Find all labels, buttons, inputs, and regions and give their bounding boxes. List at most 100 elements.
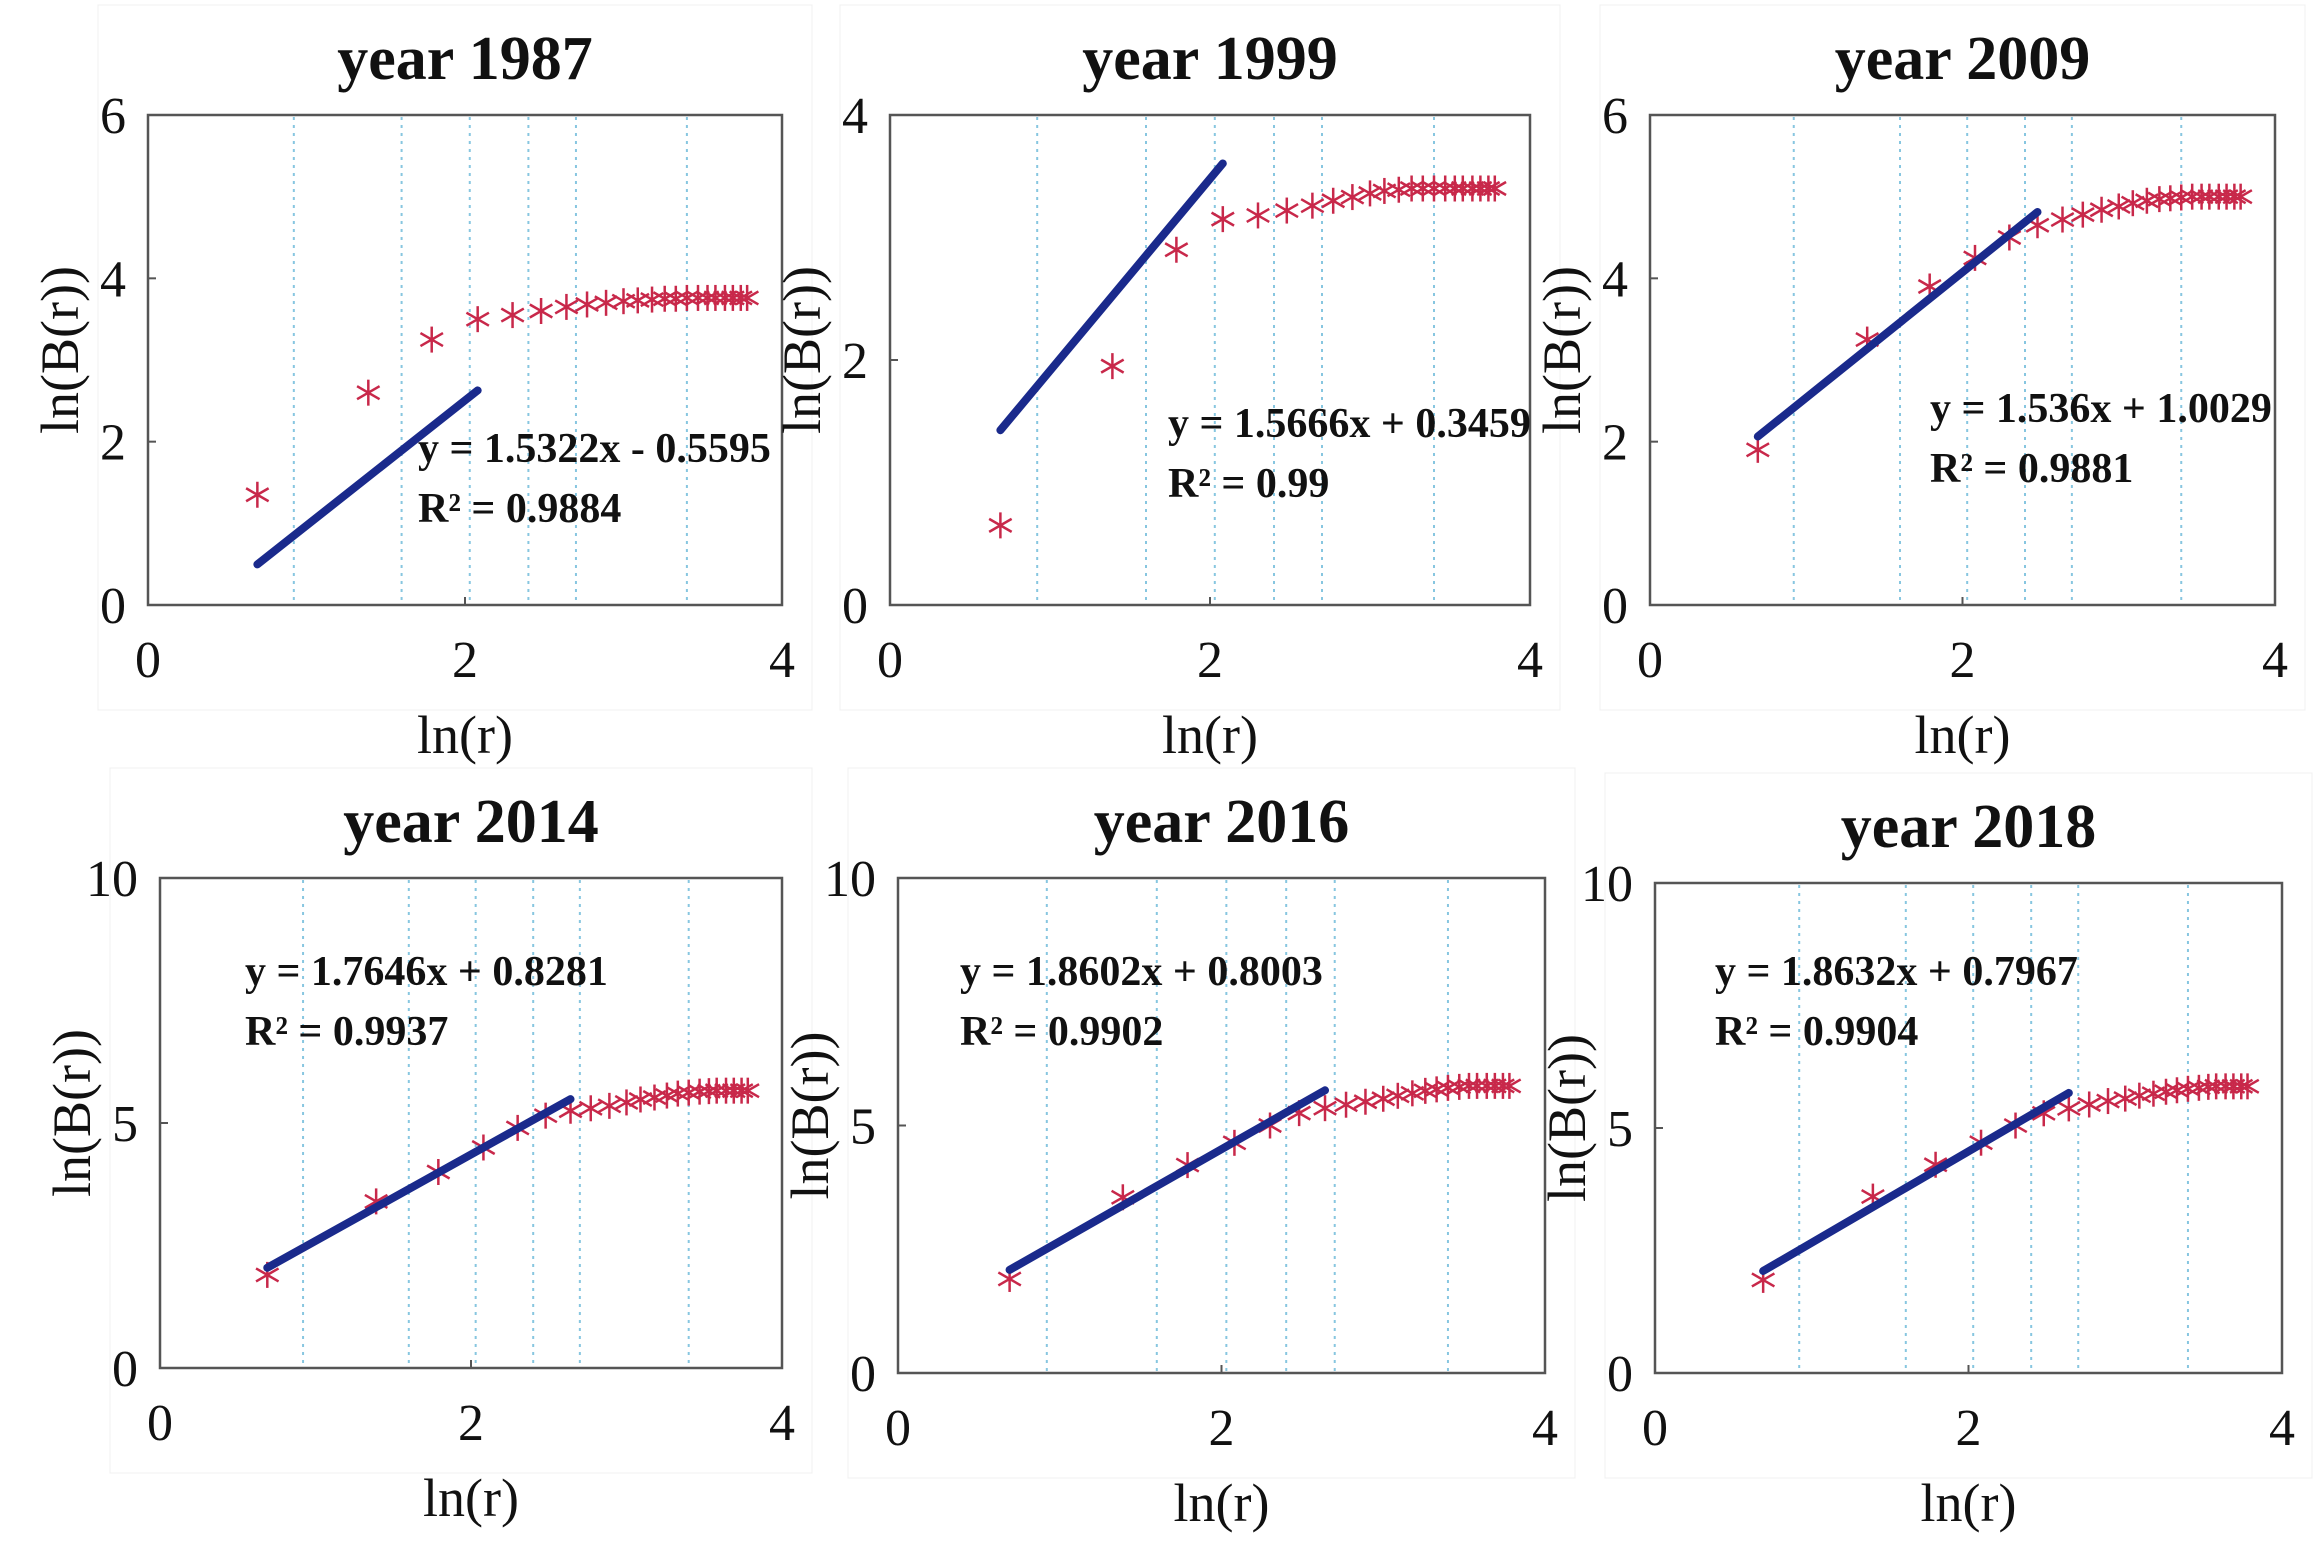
data-point: [2106, 193, 2131, 220]
data-point: [1497, 1072, 1522, 1099]
data-point: [1100, 353, 1125, 380]
regression-equation: y = 1.8632x + 0.7967: [1715, 949, 2078, 995]
chart-title: year 2014: [343, 788, 598, 856]
data-point: [1399, 175, 1424, 202]
y-axis-label: ln(B(r)): [780, 1032, 840, 1200]
regression-equation: y = 1.8602x + 0.8003: [960, 949, 1323, 995]
y-tick-label: 5: [850, 1099, 876, 1156]
y-axis-label: ln(B(r)): [772, 266, 832, 434]
x-axis-label: ln(r): [1921, 1473, 2017, 1533]
x-tick-label: 2: [452, 632, 478, 689]
y-tick-label: 2: [1602, 415, 1628, 472]
y-tick-label: 4: [1602, 251, 1628, 308]
data-point: [1300, 192, 1325, 219]
data-point: [1465, 1072, 1489, 1099]
plot-area: [146, 113, 784, 607]
x-tick-label: 2: [1197, 632, 1223, 689]
x-axis-label: ln(r): [1162, 705, 1258, 765]
data-point: [1210, 206, 1235, 233]
y-tick-label: 0: [100, 578, 126, 635]
x-tick-label: 0: [885, 1400, 911, 1457]
data-point: [419, 326, 444, 353]
y-tick-label: 5: [112, 1096, 138, 1153]
y-axis-label: ln(B(r)): [30, 266, 90, 434]
chart-panel: 0 2 4 0 5 10 year 2016 ln(r) ln(B(r)) y = 1.8602x…: [780, 767, 1576, 1533]
chart-title: year 1987: [337, 25, 592, 93]
x-tick-label: 0: [135, 632, 161, 689]
data-point: [1450, 175, 1475, 202]
regression-equation: y = 1.7646x + 0.8281: [245, 949, 608, 995]
chart-title: year 2016: [1094, 788, 1349, 856]
y-axis-label: ln(B(r)): [1532, 266, 1592, 434]
x-tick-label: 4: [1532, 1400, 1558, 1457]
r-squared: R² = 0.9937: [245, 1009, 448, 1055]
data-point: [1410, 175, 1435, 202]
data-point: [2147, 186, 2172, 213]
y-tick-label: 6: [100, 88, 126, 145]
data-point: [2222, 183, 2247, 210]
data-point: [2056, 1095, 2081, 1122]
r-squared: R² = 0.9902: [960, 1009, 1163, 1055]
x-tick-label: 2: [1956, 1400, 1982, 1457]
r-squared: R² = 0.99: [1168, 461, 1329, 507]
regression-equation: y = 1.5666x + 0.3459: [1168, 401, 1531, 447]
x-tick-label: 0: [877, 632, 903, 689]
fit-line: [996, 159, 1227, 435]
data-point: [614, 1089, 639, 1116]
y-tick-label: 0: [850, 1346, 876, 1403]
data-point: [1334, 1091, 1358, 1118]
y-axis-label: ln(B(r)): [42, 1029, 102, 1197]
data-point: [663, 285, 688, 312]
data-point: [1422, 175, 1446, 202]
y-axis-label: ln(B(r)): [1537, 1034, 1597, 1202]
x-tick-label: 4: [2262, 632, 2288, 689]
y-tick-label: 10: [86, 851, 138, 908]
regression-equation: y = 1.536x + 1.0029: [1930, 386, 2272, 432]
x-tick-label: 4: [2269, 1400, 2295, 1457]
data-point: [2120, 190, 2145, 217]
y-tick-label: 4: [100, 251, 126, 308]
data-point: [356, 379, 381, 406]
fit-line: [1759, 1088, 2073, 1275]
fit-line: [253, 386, 482, 569]
y-tick-label: 0: [1602, 578, 1628, 635]
x-axis-label: ln(r): [1915, 705, 2011, 765]
data-point: [1246, 202, 1270, 229]
y-tick-label: 5: [1607, 1101, 1633, 1158]
data-point: [1340, 184, 1365, 211]
y-tick-label: 0: [1607, 1346, 1633, 1403]
x-tick-label: 2: [1209, 1400, 1235, 1457]
r-squared: R² = 0.9884: [418, 486, 621, 532]
data-point: [465, 306, 490, 333]
x-tick-label: 0: [1637, 632, 1663, 689]
r-squared: R² = 0.9881: [1930, 446, 2133, 492]
data-point: [1433, 175, 1458, 202]
x-tick-label: 0: [1642, 1400, 1668, 1457]
data-point: [735, 1077, 760, 1104]
data-point: [1358, 180, 1382, 207]
y-tick-label: 2: [842, 333, 868, 390]
x-tick-label: 0: [147, 1395, 173, 1452]
x-tick-label: 4: [769, 1395, 795, 1452]
data-point: [529, 298, 553, 324]
data-point: [675, 284, 699, 311]
data-point: [554, 293, 579, 320]
chart-panel: 0 2 4 0 5 10 year 2018 ln(r) ln(B(r)) y = 1.8632x…: [1537, 772, 2313, 1533]
fit-line: [1753, 208, 2042, 441]
chart-panel: 0 2 4 0 5 10 year 2014 ln(r) ln(B(r)) y = 1.7646x…: [42, 767, 813, 1528]
x-axis-label: ln(r): [1174, 1473, 1270, 1533]
data-point: [578, 1095, 603, 1122]
chart-title: year 2018: [1841, 793, 2096, 861]
chart-title: year 1999: [1082, 25, 1337, 93]
y-tick-label: 4: [842, 88, 868, 145]
x-tick-label: 4: [1517, 632, 1543, 689]
data-point: [1321, 187, 1346, 214]
x-axis-label: ln(r): [423, 1468, 519, 1528]
r-squared: R² = 0.9904: [1715, 1009, 1918, 1055]
y-tick-label: 10: [824, 851, 876, 908]
data-point: [2228, 183, 2253, 210]
data-point: [1385, 1082, 1410, 1109]
y-tick-label: 6: [1602, 88, 1628, 145]
